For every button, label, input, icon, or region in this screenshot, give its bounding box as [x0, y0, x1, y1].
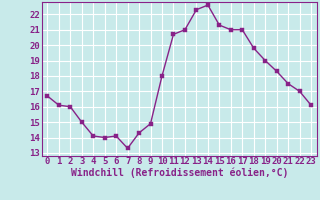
X-axis label: Windchill (Refroidissement éolien,°C): Windchill (Refroidissement éolien,°C) [70, 168, 288, 178]
